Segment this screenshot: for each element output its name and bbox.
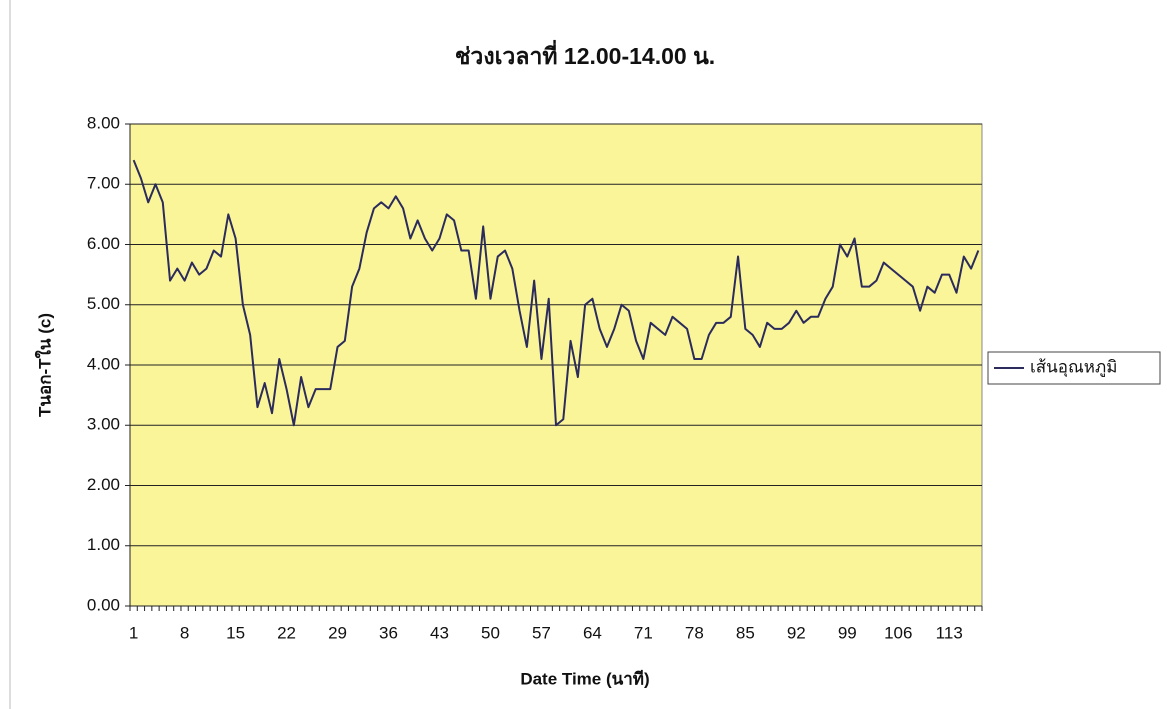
x-tick-label: 92 [787,623,806,642]
y-axis-label: Tนอก-Tใน (c) [34,313,54,417]
y-tick-label: 4.00 [87,354,120,373]
x-tick-label: 15 [226,623,245,642]
chart-title: ช่วงเวลาที่ 12.00-14.00 น. [455,39,715,69]
y-tick-label: 3.00 [87,415,120,434]
x-tick-label: 106 [884,623,912,642]
y-tick-label: 7.00 [87,174,120,193]
x-tick-label: 22 [277,623,296,642]
y-tick-label: 8.00 [87,113,120,132]
y-tick-label: 1.00 [87,535,120,554]
y-tick-label: 5.00 [87,294,120,313]
x-axis-label: Date Time (นาที) [520,668,649,688]
x-tick-label: 99 [838,623,857,642]
x-tick-label: 78 [685,623,704,642]
x-tick-label: 29 [328,623,347,642]
x-tick-label: 57 [532,623,551,642]
x-tick-label: 113 [936,623,963,642]
legend-label: เส้นอุณหภูมิ [1030,357,1117,377]
y-tick-label: 6.00 [87,234,120,253]
x-tick-label: 1 [129,623,138,642]
x-tick-label: 71 [634,623,653,642]
x-tick-label: 43 [430,623,449,642]
x-tick-label: 50 [481,623,500,642]
x-tick-label: 64 [583,623,602,642]
y-tick-label: 2.00 [87,475,120,494]
x-tick-label: 8 [180,623,189,642]
data-line [132,159,980,427]
x-tick-label: 85 [736,623,755,642]
x-tick-label: 36 [379,623,398,642]
y-tick-label: 0.00 [87,595,120,614]
